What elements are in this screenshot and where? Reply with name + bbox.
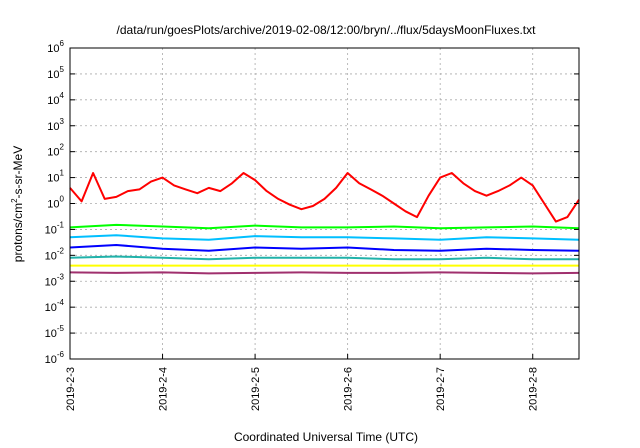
- x-tick-label: 2019-2-5: [250, 367, 262, 411]
- x-tick-label: 2019-2-3: [65, 367, 77, 411]
- series-line-3: [69, 234, 580, 241]
- y-tick-label: 10-4: [45, 298, 65, 314]
- y-axis-label: protons/cm2-s-sr-MeV: [10, 146, 25, 262]
- y-tick-label: 101: [47, 169, 64, 185]
- series-line-4: [69, 244, 580, 252]
- x-tick-label: 2019-2-8: [528, 367, 540, 411]
- y-tick-label: 100: [47, 195, 64, 211]
- y-tick-label: 10-5: [45, 324, 65, 340]
- y-tick-label: 10-6: [45, 350, 65, 366]
- y-tick-label: 103: [47, 117, 64, 133]
- y-tick-label: 10-2: [45, 246, 65, 262]
- x-tick-labels: 2019-2-3 2019-2-4 2019-2-5 2019-2-6 2019-2-7…: [65, 354, 540, 411]
- grid: [70, 48, 579, 359]
- series-group: [69, 172, 580, 275]
- y-tick-label: 105: [47, 65, 64, 81]
- series-line-2: [69, 223, 580, 230]
- x-tick-label: 2019-2-7: [435, 367, 447, 411]
- y-tick-label: 104: [47, 91, 64, 107]
- x-axis-label: Coordinated Universal Time (UTC): [234, 430, 418, 444]
- y-label-rest: -s-sr-MeV: [11, 146, 25, 199]
- y-tick-labels: 10-6 10-5 10-4 10-3 10-2 10-1 100 101 102 103 104 1…: [45, 39, 579, 366]
- y-tick-label: 10-1: [45, 220, 65, 236]
- x-tick-label: 2019-2-6: [343, 367, 355, 411]
- series-line-5: [69, 255, 579, 261]
- series-line-1: [69, 172, 580, 223]
- chart-title: /data/run/goesPlots/archive/2019-02-08/1…: [117, 23, 537, 37]
- y-tick-label: 102: [47, 143, 64, 159]
- x-tick-label: 2019-2-4: [158, 367, 170, 411]
- series-line-7: [69, 271, 580, 275]
- y-label-superscript: 2: [10, 198, 19, 203]
- y-tick-label: 10-3: [45, 272, 65, 288]
- y-label-base: protons/cm: [11, 203, 25, 262]
- y-tick-label: 106: [47, 39, 64, 55]
